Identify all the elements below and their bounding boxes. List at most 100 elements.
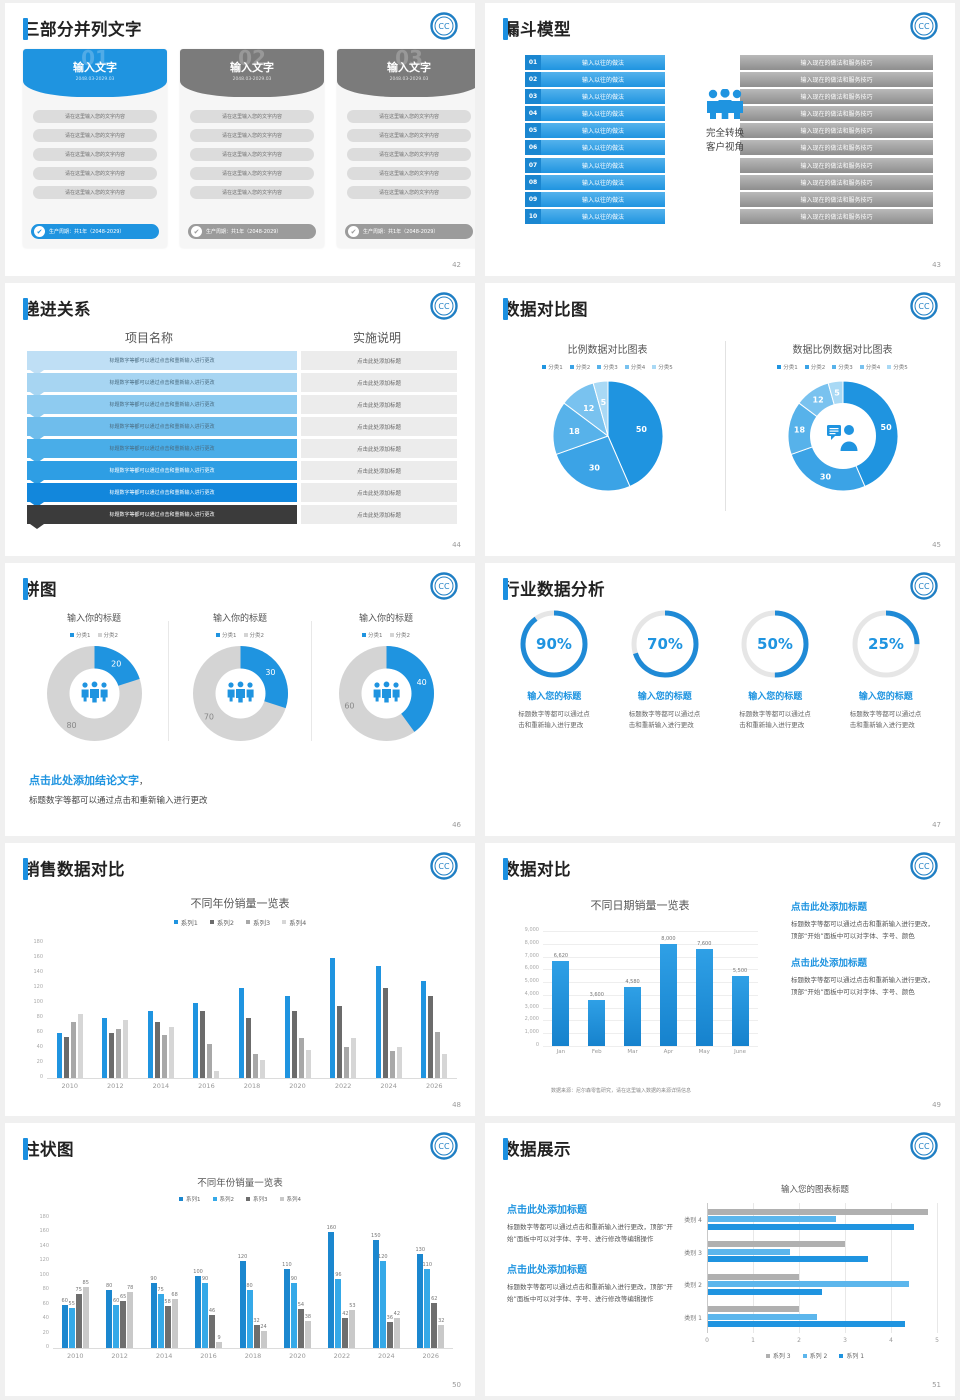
funnel-row[interactable]: 05 输入以往的做法: [525, 123, 665, 139]
bar: [239, 1261, 246, 1348]
ring-title[interactable]: 输入您的标题: [858, 692, 913, 702]
table-row[interactable]: 标题数字等都可以通过点击和重新输入进行更改 点击此处添加标题: [27, 461, 457, 485]
list-item[interactable]: 请在这里输入您的文字内容: [347, 148, 471, 161]
funnel-right-bar[interactable]: 输入现在的做法和服务技巧: [740, 140, 933, 156]
chart-title: 不同年份销量一览表: [190, 897, 290, 910]
funnel-center-line2: 客户视角: [705, 141, 744, 153]
list-item[interactable]: 请在这里输入您的文字内容: [347, 110, 471, 123]
block-heading[interactable]: 点击此处添加标题: [791, 958, 868, 970]
donut-block: 输入你的标题 分类1 分类2 20 80: [21, 611, 167, 741]
card-subheading: 2048.03-2029.03: [389, 77, 429, 82]
funnel-right-bar[interactable]: 输入现在的做法和服务技巧: [740, 174, 933, 190]
block-heading[interactable]: 点击此处添加标题: [791, 902, 868, 913]
funnel-right-bar[interactable]: 输入现在的做法和服务技巧: [740, 123, 933, 139]
y-axis-tick: 6,000: [524, 965, 539, 972]
chart-title: 输入你的标题: [212, 614, 267, 624]
y-axis-tick: 0: [45, 1344, 49, 1350]
card-heading: 输入文字: [73, 61, 117, 74]
funnel-row[interactable]: 10 输入以往的做法: [525, 208, 665, 224]
table-row[interactable]: 标题数字等都可以通过点击和重新输入进行更改 点击此处添加标题: [27, 417, 457, 441]
info-card[interactable]: 01 输入文字 2048.03-2029.03 请在这里输入您的文字内容 请在这…: [23, 49, 167, 248]
list-item[interactable]: 请在这里输入您的文字内容: [190, 167, 314, 180]
progress-ring: 70%: [628, 607, 702, 681]
funnel-row[interactable]: 01 输入以往的做法: [525, 55, 665, 70]
list-item[interactable]: 请在这里输入您的文字内容: [33, 186, 157, 199]
info-card[interactable]: 02 输入文字 2048.03-2029.03 请在这里输入您的文字内容 请在这…: [180, 49, 324, 248]
bar-value-label: 32: [253, 1317, 260, 1324]
list-item[interactable]: 请在这里输入您的文字内容: [190, 186, 314, 199]
list-item[interactable]: 请在这里输入您的文字内容: [33, 110, 157, 123]
row-note[interactable]: 点击此处添加标题: [301, 505, 457, 524]
chart-legend: 系列1 系列2 系列3 系列4: [5, 1195, 475, 1203]
list-item[interactable]: 请在这里输入您的文字内容: [33, 148, 157, 161]
svg-text:CC: CC: [918, 302, 930, 311]
row-note[interactable]: 点击此处添加标题: [301, 373, 457, 392]
bar: [77, 1014, 83, 1078]
funnel-row[interactable]: 08 输入以往的做法: [525, 174, 665, 190]
table-row[interactable]: 标题数字等都可以通过点击和重新输入进行更改 点击此处添加标题: [27, 483, 457, 507]
title-accent-bar: [503, 858, 508, 880]
bar: [707, 1306, 799, 1313]
row-note[interactable]: 点击此处添加标题: [301, 417, 457, 436]
funnel-row[interactable]: 06 输入以往的做法: [525, 140, 665, 156]
ring-title[interactable]: 输入您的标题: [637, 692, 692, 702]
block-heading[interactable]: 点击此处添加标题: [507, 1205, 587, 1216]
funnel-row[interactable]: 09 输入以往的做法: [525, 191, 665, 207]
svg-text:90%: 90%: [536, 635, 572, 653]
slide-47: 行业数据分析 CC 90% 输入您的标题 标题数字等都可以通过点击和重新输入进行更改…: [480, 560, 960, 840]
chart-legend: 分类1 分类2: [313, 631, 459, 639]
funnel-right-bar[interactable]: 输入现在的做法和服务技巧: [740, 89, 933, 105]
ring-title[interactable]: 输入您的标题: [748, 692, 803, 702]
svg-text:30: 30: [819, 472, 831, 481]
row-note[interactable]: 点击此处添加标题: [301, 395, 457, 414]
list-item[interactable]: 请在这里输入您的文字内容: [190, 129, 314, 142]
funnel-row[interactable]: 02 输入以往的做法: [525, 72, 665, 88]
chart-title: 输入你的标题: [66, 614, 121, 624]
x-axis-tick: 2016: [200, 1352, 217, 1360]
row-note[interactable]: 点击此处添加标题: [301, 461, 457, 480]
funnel-row[interactable]: 03 输入以往的做法: [525, 89, 665, 105]
block-heading[interactable]: 点击此处添加标题: [507, 1264, 587, 1276]
table-row[interactable]: 标题数字等都可以通过点击和重新输入进行更改 点击此处添加标题: [27, 505, 457, 529]
funnel-row[interactable]: 04 输入以往的做法: [525, 106, 665, 122]
row-note[interactable]: 点击此处添加标题: [301, 351, 457, 370]
funnel-right-bar[interactable]: 输入现在的做法和服务技巧: [740, 208, 933, 224]
list-item[interactable]: 请在这里输入您的文字内容: [347, 167, 471, 180]
y-axis-category: 类别 2: [684, 1282, 702, 1290]
funnel-right-bar[interactable]: 输入现在的做法和服务技巧: [740, 55, 933, 70]
list-item[interactable]: 请在这里输入您的文字内容: [33, 129, 157, 142]
bar: [209, 1314, 216, 1348]
funnel-right-bar[interactable]: 输入现在的做法和服务技巧: [740, 72, 933, 88]
row-label: 标题数字等都可以通过点击和重新输入进行更改: [27, 461, 297, 485]
table-row[interactable]: 标题数字等都可以通过点击和重新输入进行更改 点击此处添加标题: [27, 373, 457, 397]
bar: [552, 961, 570, 1046]
list-item[interactable]: 请在这里输入您的文字内容: [347, 186, 471, 199]
funnel-right-bar[interactable]: 输入现在的做法和服务技巧: [740, 157, 933, 173]
table-row[interactable]: 标题数字等都可以通过点击和重新输入进行更改 点击此处添加标题: [27, 351, 457, 375]
funnel-row[interactable]: 07 输入以往的做法: [525, 157, 665, 173]
slide-header: 饼图: [23, 576, 57, 600]
ring-desc: 标题数字等都可以通过点击和重新输入进行更改: [849, 710, 922, 730]
info-card[interactable]: 03 输入文字 2048.03-2029.03 请在这里输入您的文字内容 请在这…: [337, 49, 475, 248]
card-items: 请在这里输入您的文字内容 请在这里输入您的文字内容 请在这里输入您的文字内容 请…: [23, 97, 167, 199]
conclusion-comma: ，: [139, 777, 149, 787]
progress-ring: 50%: [738, 607, 812, 681]
list-item[interactable]: 请在这里输入您的文字内容: [347, 129, 471, 142]
bar-value-label: 46: [208, 1307, 216, 1314]
row-note[interactable]: 点击此处添加标题: [301, 439, 457, 458]
legend-item: 系列 1: [839, 1351, 864, 1360]
table-row[interactable]: 标题数字等都可以通过点击和重新输入进行更改 点击此处添加标题: [27, 439, 457, 463]
bar: [106, 1290, 113, 1348]
row-note[interactable]: 点击此处添加标题: [301, 483, 457, 502]
bar: [393, 1317, 400, 1348]
table-row[interactable]: 标题数字等都可以通过点击和重新输入进行更改 点击此处添加标题: [27, 395, 457, 419]
chart-legend: 分类1 分类2: [167, 631, 313, 639]
list-item[interactable]: 请在这里输入您的文字内容: [190, 110, 314, 123]
funnel-right-bar[interactable]: 输入现在的做法和服务技巧: [740, 106, 933, 122]
list-item[interactable]: 请在这里输入您的文字内容: [33, 167, 157, 180]
list-item[interactable]: 请在这里输入您的文字内容: [190, 148, 314, 161]
funnel-index: 10: [525, 208, 541, 224]
funnel-right-bar[interactable]: 输入现在的做法和服务技巧: [740, 191, 933, 207]
block-body: 标题数字等都可以通过点击和重新输入进行更改，顶部“开始”面板中可以对字体、字号、…: [791, 920, 934, 941]
ring-title[interactable]: 输入您的标题: [527, 692, 582, 702]
